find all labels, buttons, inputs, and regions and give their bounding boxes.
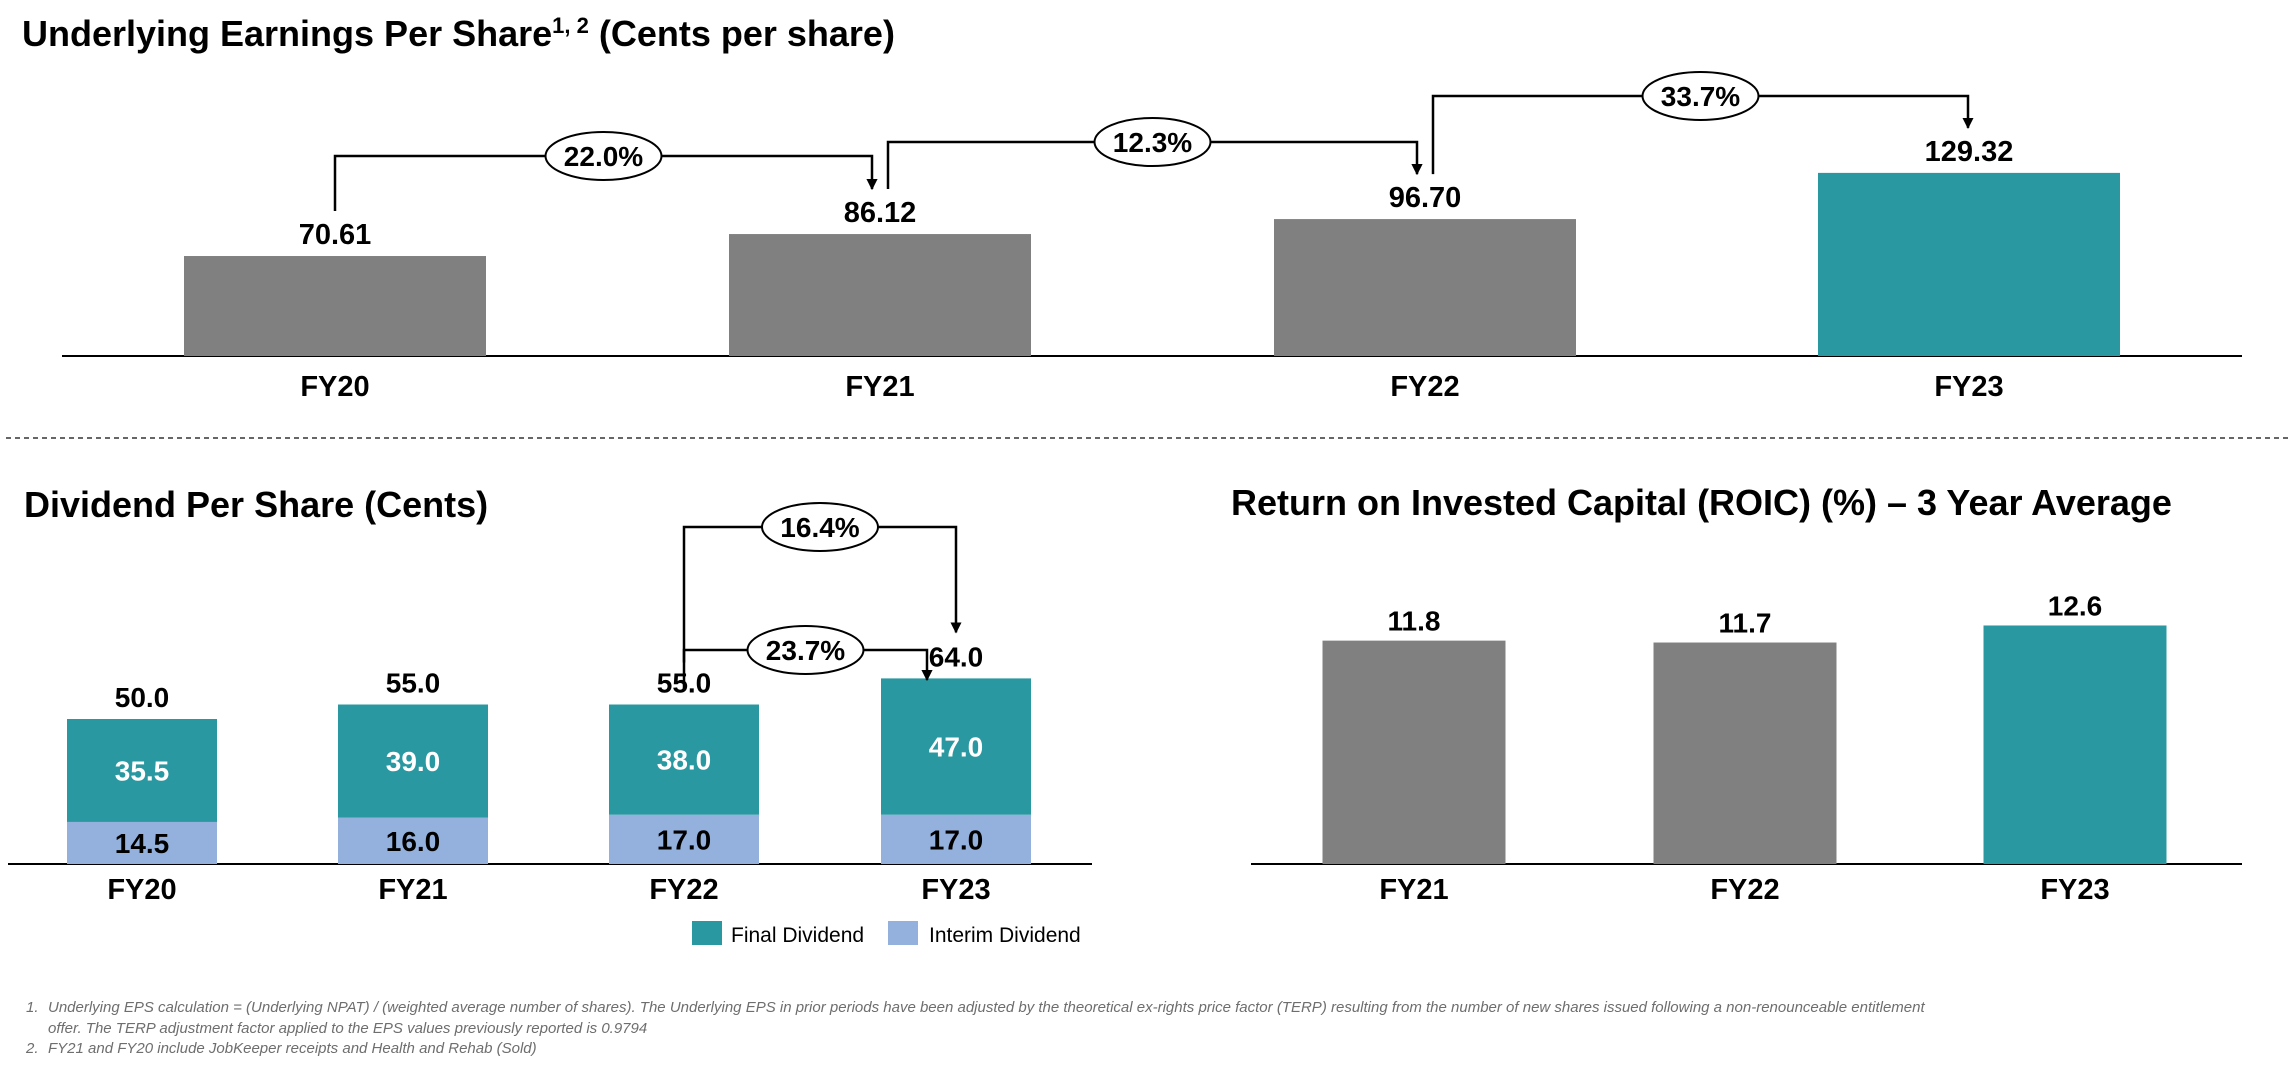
dividend-legend: Final Dividend Interim Dividend: [692, 921, 1081, 947]
roic-bar-fy23: [1983, 625, 2167, 864]
dividend-interim-bar-fy21: [338, 817, 488, 864]
dividend-total-growth-label: 16.4%: [780, 512, 859, 543]
eps-title: Underlying Earnings Per Share1, 2 (Cents …: [22, 13, 895, 54]
dividend-final-value-fy23: 47.0: [929, 732, 984, 763]
eps-value-fy23: 129.32: [1925, 136, 2014, 168]
dividend-final-bar-fy22: [609, 704, 759, 815]
eps-value-fy20: 70.61: [299, 219, 372, 251]
eps-bar-fy21: [729, 234, 1031, 356]
eps-chart: Underlying Earnings Per Share1, 2 (Cents …: [22, 13, 2242, 403]
roic-title: Return on Invested Capital (ROIC) (%) – …: [1231, 482, 2172, 523]
roic-category-fy21: FY21: [1379, 874, 1448, 906]
dividend-final-value-fy22: 38.0: [657, 745, 712, 776]
dividend-chart: Dividend Per Share (Cents) 14.5 35.5 50.0 F…: [8, 484, 1092, 947]
footnote-2-number: 2.: [25, 1040, 39, 1057]
roic-chart: Return on Invested Capital (ROIC) (%) – …: [1231, 482, 2242, 906]
eps-category-fy22: FY22: [1390, 371, 1459, 403]
eps-title-suffix: (Cents per share): [599, 13, 895, 54]
dividend-final-bar-fy21: [338, 704, 488, 818]
eps-category-fy20: FY20: [300, 371, 369, 403]
eps-category-fy23: FY23: [1934, 371, 2003, 403]
eps-category-fy21: FY21: [845, 371, 914, 403]
footnote-1-number: 1.: [26, 999, 39, 1016]
eps-growth-fy20-fy21-oval: [544, 131, 663, 181]
legend-label-interim: Interim Dividend: [929, 924, 1081, 947]
eps-bar-fy20: [184, 256, 486, 356]
eps-value-fy22: 96.70: [1389, 182, 1462, 214]
dividend-category-fy22: FY22: [649, 874, 718, 906]
legend-swatch-final: [692, 921, 722, 945]
dividend-interim-value-fy20: 14.5: [115, 828, 170, 859]
dividend-interim-bar-fy23: [881, 814, 1031, 864]
eps-growth-fy21-fy22-oval: [1093, 117, 1212, 167]
dividend-final-growth-oval: [746, 625, 865, 675]
dividend-final-bar-fy23: [881, 678, 1031, 815]
dividend-final-bar-fy20: [67, 719, 217, 822]
dividend-total-fy21: 55.0: [386, 668, 441, 699]
dividend-interim-value-fy21: 16.0: [386, 826, 441, 857]
eps-bar-fy23: [1818, 172, 2120, 356]
eps-bar-fy22: [1274, 219, 1576, 356]
dividend-final-value-fy20: 35.5: [115, 755, 170, 786]
eps-growth-fy22-fy23-oval: [1641, 71, 1760, 121]
footnote-1-line-2: offer. The TERP adjustment factor applie…: [48, 1020, 647, 1037]
dividend-final-value-fy21: 39.0: [386, 746, 441, 777]
dividend-interim-value-fy23: 17.0: [929, 824, 984, 855]
dividend-interim-value-fy22: 17.0: [657, 824, 712, 855]
dividend-category-fy21: FY21: [378, 874, 447, 906]
roic-category-fy23: FY23: [2040, 874, 2109, 906]
dividend-title: Dividend Per Share (Cents): [24, 484, 488, 525]
eps-growth-fy22-fy23-label: 33.7%: [1661, 81, 1740, 112]
roic-value-fy23: 12.6: [2048, 590, 2103, 621]
roic-bar-fy21: [1322, 640, 1506, 864]
eps-title-superscript: 1, 2: [552, 13, 589, 38]
legend-swatch-interim: [888, 921, 918, 945]
dividend-category-fy23: FY23: [921, 874, 990, 906]
footnote-2-line-1: FY21 and FY20 include JobKeeper receipts…: [48, 1040, 537, 1057]
roic-value-fy22: 11.7: [1719, 608, 1772, 639]
eps-value-fy21: 86.12: [844, 197, 917, 229]
dividend-total-fy20: 50.0: [115, 682, 170, 713]
legend-label-final: Final Dividend: [731, 924, 864, 947]
footnotes: 1. Underlying EPS calculation = (Underly…: [25, 999, 1925, 1057]
dividend-category-fy20: FY20: [107, 874, 176, 906]
roic-bar-fy22: [1653, 642, 1837, 864]
eps-growth-fy20-fy21-label: 22.0%: [564, 141, 643, 172]
eps-growth-fy21-fy22-label: 12.3%: [1113, 127, 1192, 158]
dividend-final-growth-label: 23.7%: [766, 635, 845, 666]
dividend-total-fy23: 64.0: [929, 641, 984, 672]
roic-category-fy22: FY22: [1710, 874, 1779, 906]
roic-value-fy21: 11.8: [1388, 606, 1441, 637]
dividend-interim-bar-fy20: [67, 821, 217, 864]
dividend-interim-bar-fy22: [609, 814, 759, 864]
dividend-total-growth-oval: [761, 502, 879, 552]
footnote-1-line-1: Underlying EPS calculation = (Underlying…: [48, 999, 1925, 1016]
